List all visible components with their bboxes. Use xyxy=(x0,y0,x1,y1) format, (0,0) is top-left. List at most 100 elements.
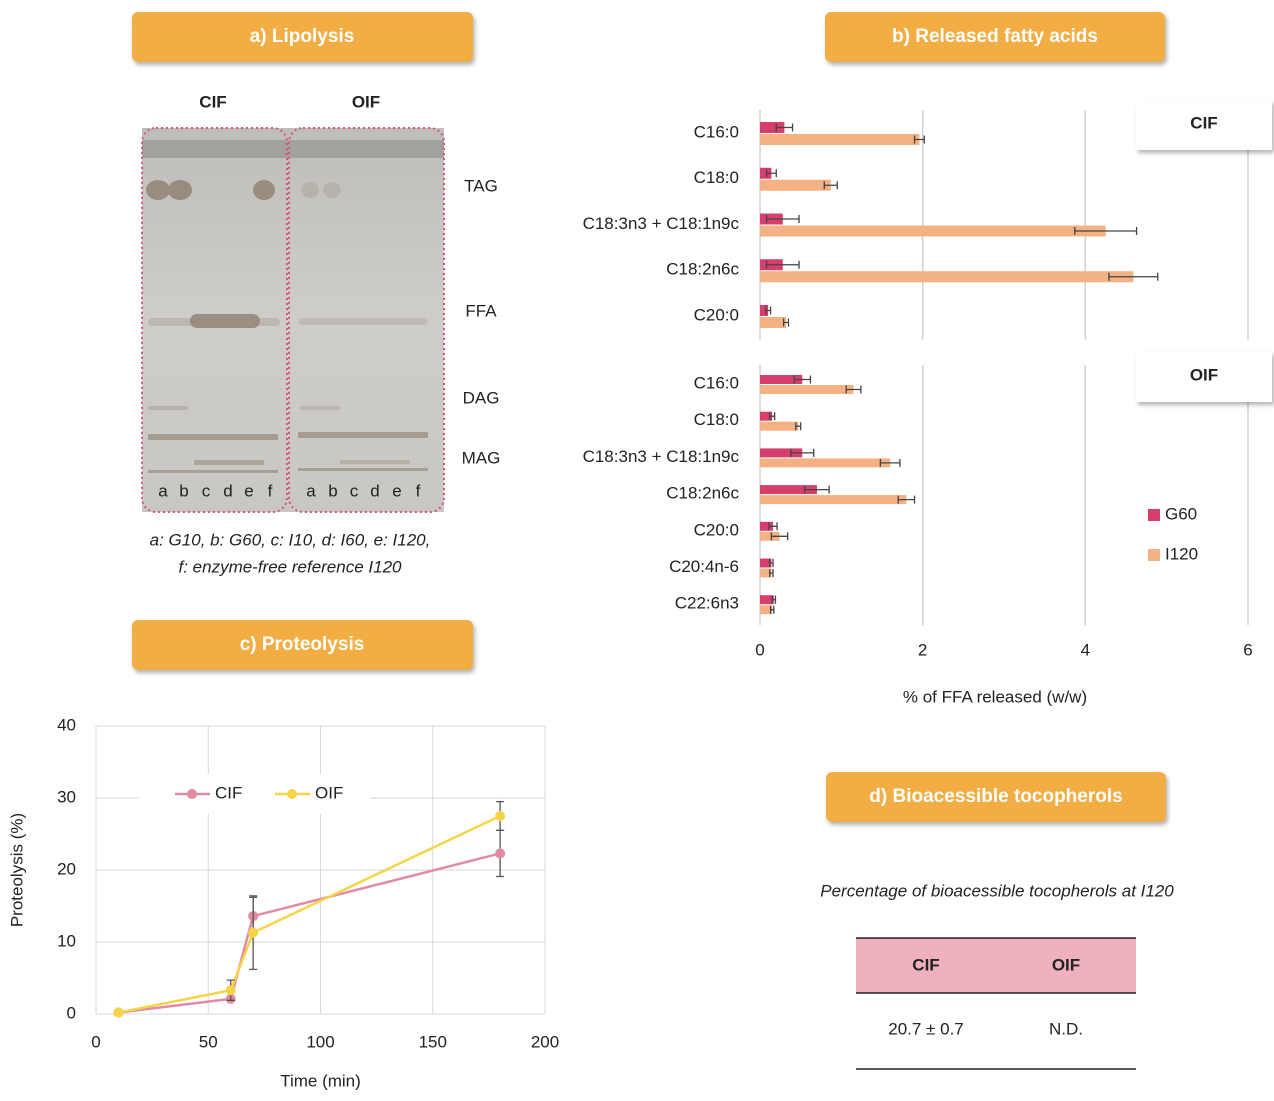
error-bar xyxy=(768,522,778,531)
bands xyxy=(146,180,428,473)
bar xyxy=(760,271,1134,283)
bar xyxy=(760,521,774,531)
point xyxy=(495,811,506,821)
lane-label: b xyxy=(179,481,188,500)
lane-label: b xyxy=(328,481,337,500)
point xyxy=(248,927,259,938)
bar xyxy=(760,375,803,384)
legend-swatch xyxy=(1148,509,1160,521)
table-header: CIF xyxy=(912,955,939,974)
error-bar xyxy=(765,169,777,178)
error-bar xyxy=(769,412,776,421)
y-tick-label: 0 xyxy=(67,1003,76,1022)
bar xyxy=(760,385,854,394)
error-bar xyxy=(769,605,775,614)
bar xyxy=(760,448,803,458)
y-tick-label: C20:4n-6 xyxy=(669,557,739,576)
y-tick-label: 10 xyxy=(57,931,76,950)
spot-label: DAG xyxy=(463,388,500,407)
line xyxy=(118,814,501,1014)
error-bar xyxy=(775,123,794,132)
lane-label: e xyxy=(392,481,401,500)
x-tick-label: 0 xyxy=(755,640,764,659)
x-axis-label: Time (min) xyxy=(280,1071,361,1090)
bar xyxy=(760,458,891,468)
point xyxy=(225,985,236,996)
y-tick-label: C18:3n3 + C18:1n9c xyxy=(583,214,740,233)
lane-label: d xyxy=(223,481,232,500)
bar xyxy=(760,411,773,421)
sample-label: OIF xyxy=(352,92,380,111)
header-box xyxy=(132,12,473,62)
header-box xyxy=(132,620,473,670)
error-bar xyxy=(770,532,789,541)
x-tick-label: 2 xyxy=(918,640,927,659)
panel-title: a) Lipolysis xyxy=(250,26,355,47)
spot-label: MAG xyxy=(462,448,501,467)
bar xyxy=(760,485,817,495)
x-tick-label: 4 xyxy=(1081,640,1090,659)
lane-label: c xyxy=(202,481,211,500)
point xyxy=(495,848,506,859)
bar xyxy=(760,225,1106,237)
x-axis-label: % of FFA released (w/w) xyxy=(903,687,1087,706)
bar xyxy=(760,421,799,431)
error-bar xyxy=(790,448,815,457)
panel-title: c) Proteolysis xyxy=(240,634,365,655)
spot-label: FFA xyxy=(465,301,497,320)
tlc-plate: CIF OIF TAG FFA DAG MAG a: G10, b: G60, … xyxy=(141,92,501,576)
error-bar xyxy=(913,135,925,144)
y-tick-label: 40 xyxy=(57,715,76,734)
legend-swatch xyxy=(1148,549,1160,561)
x-tick-label: 6 xyxy=(1243,640,1252,659)
error-bar xyxy=(793,375,812,384)
x-tick-label: 100 xyxy=(306,1032,334,1051)
error-bar xyxy=(795,422,802,431)
chart-title: OIF xyxy=(1190,365,1218,384)
line xyxy=(118,852,501,1014)
caption: a: G10, b: G60, c: I10, d: I60, e: I120, xyxy=(150,530,431,549)
point xyxy=(113,1007,124,1018)
bar xyxy=(760,495,907,505)
tocopherol-table: Percentage of bioacessible tocopherols a… xyxy=(820,881,1174,1070)
error-bar xyxy=(769,559,774,567)
title-box xyxy=(1136,100,1272,150)
bar xyxy=(760,167,772,179)
error-bar xyxy=(804,485,830,494)
error-bar xyxy=(769,569,774,577)
panel-title: b) Released fatty acids xyxy=(892,26,1098,47)
y-axis-label: Proteolysis (%) xyxy=(7,813,26,927)
legend-marker xyxy=(287,789,297,799)
table-header: OIF xyxy=(1052,955,1080,974)
panel-title: d) Bioacessible tocopherols xyxy=(869,786,1122,807)
bar xyxy=(760,317,787,328)
error-bar xyxy=(771,595,777,604)
x-tick-label: 0 xyxy=(91,1032,100,1051)
error-bar xyxy=(1074,227,1138,235)
caption: f: enzyme-free reference I120 xyxy=(178,557,402,576)
y-tick-label: 30 xyxy=(57,787,76,806)
y-tick-label: C18:0 xyxy=(694,410,739,429)
error-bar xyxy=(845,385,862,394)
y-tick-label: C20:0 xyxy=(694,305,739,324)
bar xyxy=(760,122,785,133)
lane-label: d xyxy=(370,481,379,500)
x-tick-label: 200 xyxy=(531,1032,559,1051)
error-bar xyxy=(879,458,901,467)
legend-label: G60 xyxy=(1165,504,1197,523)
sample-label: CIF xyxy=(199,92,226,111)
solvent-front xyxy=(142,140,444,158)
y-tick-label: C18:2n6c xyxy=(666,260,739,279)
caption: Percentage of bioacessible tocopherols a… xyxy=(820,881,1174,900)
y-tick-label: C18:3n3 + C18:1n9c xyxy=(583,447,740,466)
x-tick-label: 50 xyxy=(199,1032,218,1051)
bar xyxy=(760,305,769,316)
y-tick-label: C16:0 xyxy=(694,122,739,141)
error-bar xyxy=(897,495,916,504)
y-tick-label: C22:6n3 xyxy=(675,594,739,613)
lane-label: a xyxy=(306,481,316,500)
error-bar xyxy=(782,318,790,327)
legend-label: OIF xyxy=(315,783,343,802)
title-box xyxy=(1136,352,1272,402)
